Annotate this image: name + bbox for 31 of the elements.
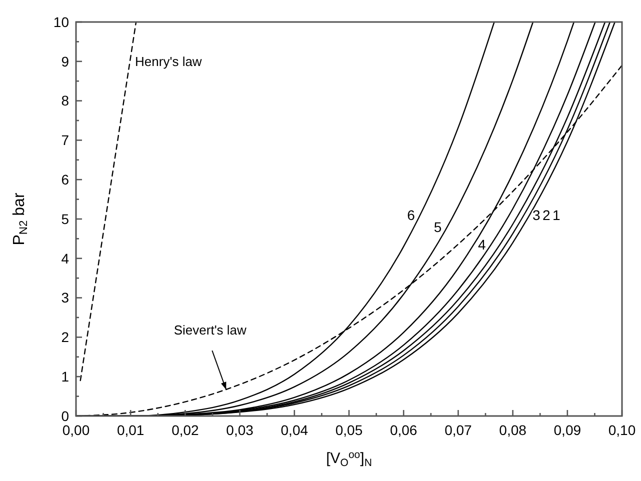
- x-tick-label: 0,07: [444, 422, 472, 438]
- annotation: 3: [532, 206, 541, 223]
- x-tick-label: 0,08: [499, 422, 527, 438]
- x-tick-label: 0,01: [116, 422, 144, 438]
- annotation: 2: [542, 206, 551, 223]
- x-tick-label: 0,05: [335, 422, 363, 438]
- annotation: Sievert's law: [174, 322, 248, 338]
- y-tick-label: 7: [61, 132, 70, 148]
- x-tick-label: 0,09: [554, 422, 582, 438]
- annotation: 1: [552, 206, 561, 223]
- x-tick-label: 0,00: [62, 422, 90, 438]
- y-tick-label: 3: [61, 290, 70, 306]
- x-tick-label: 0,10: [608, 422, 636, 438]
- y-tick-label: 0: [61, 408, 70, 424]
- y-tick-label: 4: [61, 250, 70, 266]
- annotation: 4: [478, 236, 486, 253]
- x-tick-label: 0,03: [226, 422, 254, 438]
- y-tick-label: 1: [61, 368, 70, 384]
- y-tick-label: 5: [61, 210, 70, 227]
- x-axis-title: [V$_{O}$$^{oo}$]$_{N}$: [326, 449, 372, 470]
- annotation: Henry's law: [135, 54, 202, 69]
- annotation: 6: [407, 206, 416, 223]
- y-tick-label: 9: [61, 53, 70, 70]
- x-tick-label: 0,02: [172, 422, 200, 438]
- x-tick-label: 0,04: [280, 422, 308, 438]
- y-tick-label: 8: [61, 92, 70, 109]
- y-tick-label: 6: [61, 172, 70, 188]
- annotation: 5: [434, 218, 442, 235]
- y-tick-label: 2: [61, 329, 70, 346]
- x-tick-label: 0,06: [390, 422, 418, 438]
- y-tick-label: 10: [53, 14, 70, 30]
